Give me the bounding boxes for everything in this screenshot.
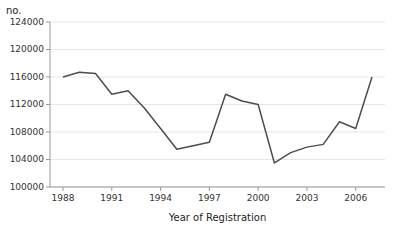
grid-line bbox=[50, 77, 385, 78]
tick-mark bbox=[209, 187, 210, 191]
tick-label: 1988 bbox=[52, 193, 75, 203]
tick-label: 2006 bbox=[344, 193, 367, 203]
tick-label: 116000 bbox=[10, 72, 45, 82]
tick-label: 124000 bbox=[10, 17, 45, 27]
tick-label: 120000 bbox=[10, 44, 45, 54]
y-axis: 100000 104000 108000 112000 116000 120000 1240… bbox=[10, 17, 385, 192]
chart-container: 100000 104000 108000 112000 116000 120000 1240… bbox=[0, 0, 397, 227]
axis-line bbox=[50, 22, 51, 187]
tick-mark bbox=[46, 77, 50, 78]
tick-mark bbox=[46, 132, 50, 133]
data-line bbox=[63, 72, 372, 163]
tick-label: 112000 bbox=[10, 99, 45, 109]
tick-label: 100000 bbox=[10, 182, 45, 192]
tick-mark bbox=[160, 187, 161, 191]
x-axis-label: Year of Registration bbox=[168, 212, 266, 223]
tick-mark bbox=[355, 187, 356, 191]
tick-mark bbox=[63, 187, 64, 191]
grid-line bbox=[50, 187, 385, 188]
plot-area bbox=[63, 72, 372, 163]
tick-mark bbox=[306, 187, 307, 191]
grid-line bbox=[50, 159, 385, 160]
tick-mark bbox=[46, 22, 50, 23]
tick-label: 108000 bbox=[10, 127, 45, 137]
tick-label: 104000 bbox=[10, 154, 45, 164]
tick-mark bbox=[111, 187, 112, 191]
tick-mark bbox=[46, 187, 50, 188]
chart: 100000 104000 108000 112000 116000 120000 1240… bbox=[0, 0, 397, 227]
grid-line bbox=[50, 49, 385, 50]
tick-label: 1994 bbox=[149, 193, 172, 203]
tick-mark bbox=[46, 104, 50, 105]
tick-mark bbox=[258, 187, 259, 191]
tick-label: 2000 bbox=[247, 193, 270, 203]
grid-line bbox=[50, 132, 385, 133]
grid-line bbox=[50, 22, 385, 23]
tick-mark bbox=[46, 159, 50, 160]
grid-line bbox=[50, 104, 385, 105]
tick-label: 1997 bbox=[198, 193, 221, 203]
tick-label: 1991 bbox=[100, 193, 123, 203]
tick-mark bbox=[46, 49, 50, 50]
axis-line bbox=[50, 187, 385, 188]
tick-label: 2003 bbox=[295, 193, 318, 203]
y-axis-label: no. bbox=[6, 5, 21, 16]
x-axis: 1988 1991 1994 1997 2000 2003 2006 bbox=[50, 187, 385, 203]
